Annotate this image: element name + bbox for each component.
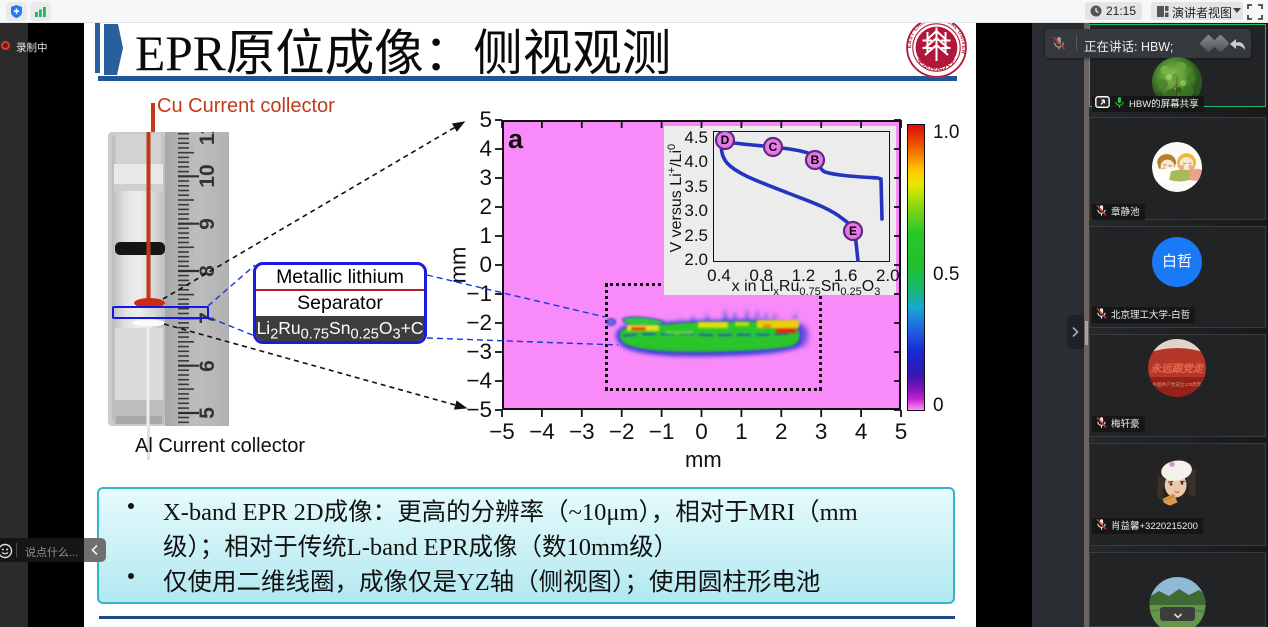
svg-text:中国共产党成立100周年: 中国共产党成立100周年 bbox=[1152, 381, 1201, 388]
svg-text:D: D bbox=[721, 133, 730, 147]
svg-text:6: 6 bbox=[196, 360, 219, 372]
svg-text:C: C bbox=[769, 140, 778, 154]
svg-text:E: E bbox=[849, 224, 857, 238]
svg-text:5: 5 bbox=[196, 407, 219, 419]
svg-text:B: B bbox=[811, 153, 820, 167]
svg-text:9: 9 bbox=[196, 218, 219, 230]
svg-text:11: 11 bbox=[196, 132, 219, 145]
svg-text:永远跟党走: 永远跟党走 bbox=[1151, 362, 1205, 375]
svg-text:8: 8 bbox=[196, 265, 219, 277]
svg-text:10: 10 bbox=[196, 164, 219, 187]
